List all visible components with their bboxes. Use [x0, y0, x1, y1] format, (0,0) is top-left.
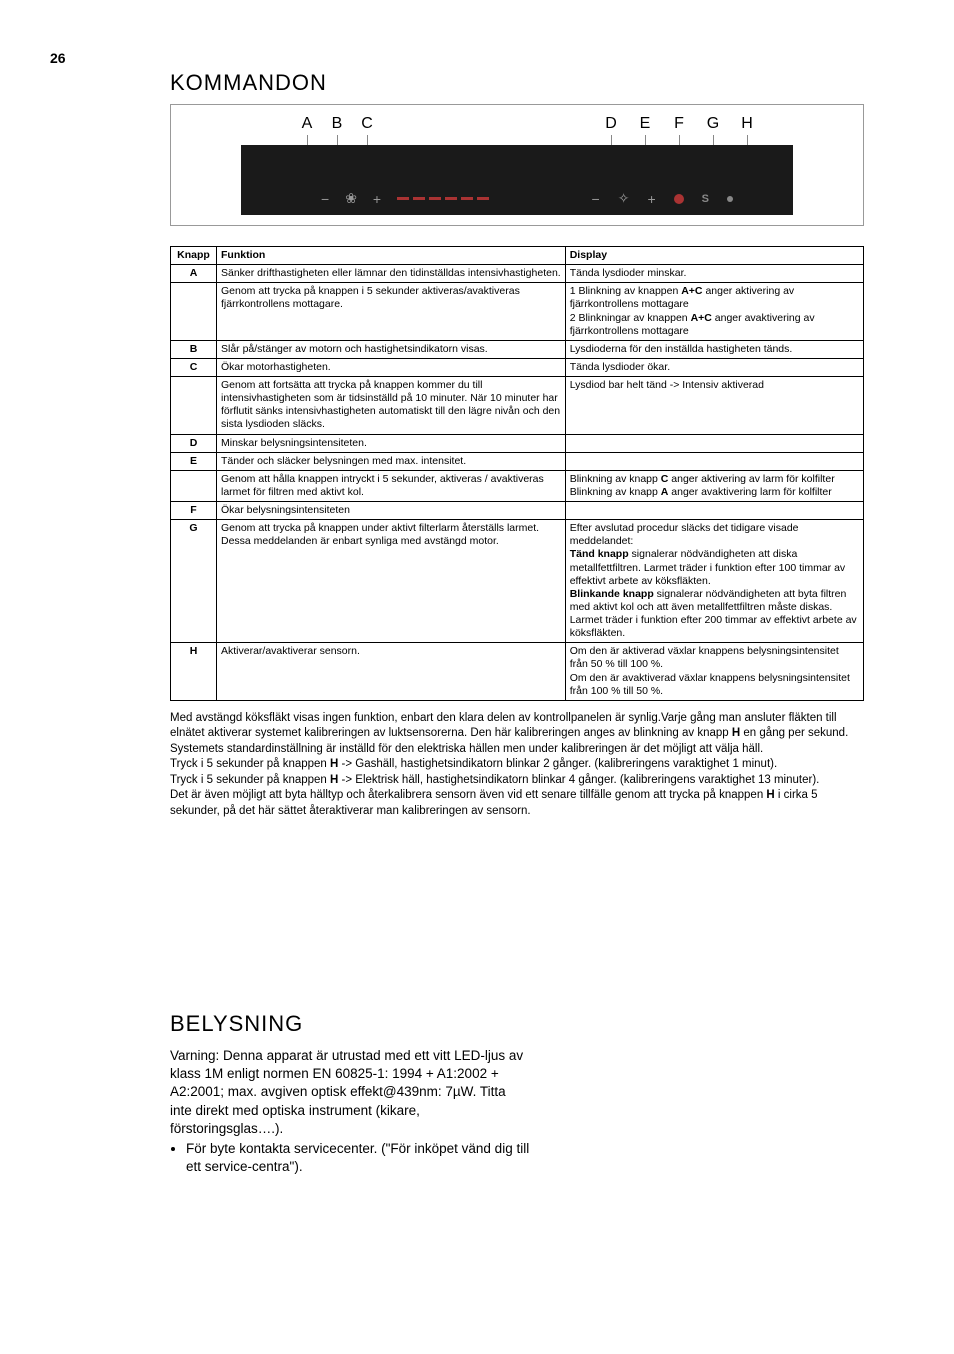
plus-icon: +	[373, 191, 381, 207]
table-row: GGenom att trycka på knappen under aktiv…	[171, 520, 864, 643]
panel-label: E	[640, 115, 651, 133]
panel-label: G	[707, 115, 719, 133]
cell-display: Tända lysdioder ökar.	[565, 358, 863, 376]
cell-knapp: H	[171, 643, 217, 701]
cell-knapp	[171, 283, 217, 341]
table-row: BSlår på/stänger av motorn och hastighet…	[171, 340, 864, 358]
commands-table: Knapp Funktion Display ASänker drifthast…	[170, 246, 864, 701]
cell-display	[565, 434, 863, 452]
cell-funktion: Minskar belysningsintensiteten.	[217, 434, 566, 452]
cell-knapp: A	[171, 265, 217, 283]
minus-icon: −	[592, 191, 600, 207]
cell-funktion: Genom att fortsätta att trycka på knappe…	[217, 377, 566, 435]
panel-label: B	[332, 115, 343, 133]
cell-knapp: B	[171, 340, 217, 358]
cell-display: 1 Blinkning av knappen A+C anger aktiver…	[565, 283, 863, 341]
filter-dot-icon	[674, 194, 684, 204]
cell-funktion: Ökar belysningsintensiteten	[217, 502, 566, 520]
cell-funktion: Genom att trycka på knappen i 5 sekunder…	[217, 283, 566, 341]
page-number: 26	[50, 50, 66, 66]
table-row: FÖkar belysningsintensiteten	[171, 502, 864, 520]
cell-display: Tända lysdioder minskar.	[565, 265, 863, 283]
table-row: DMinskar belysningsintensiteten.	[171, 434, 864, 452]
panel-label: F	[674, 115, 684, 133]
panel-label: H	[741, 115, 753, 133]
panel-labels-right: D E F G H	[605, 115, 753, 145]
cell-knapp	[171, 470, 217, 501]
cell-knapp: G	[171, 520, 217, 643]
table-row: CÖkar motorhastigheten.Tända lysdioder ö…	[171, 358, 864, 376]
control-panel-figure: A B C D E F G H − ❀ +	[170, 104, 864, 226]
panel-labels-left: A B C	[301, 115, 373, 145]
panel-label: A	[302, 115, 313, 133]
cell-knapp: F	[171, 502, 217, 520]
cell-funktion: Tänder och släcker belysningen med max. …	[217, 452, 566, 470]
section-title-belysning: BELYSNING	[170, 1009, 530, 1039]
table-row: Genom att fortsätta att trycka på knappe…	[171, 377, 864, 435]
paragraph-text: Med avstängd köksfläkt visas ingen funkt…	[170, 711, 864, 820]
cell-funktion: Aktiverar/avaktiverar sensorn.	[217, 643, 566, 701]
cell-funktion: Slår på/stänger av motorn och hastighets…	[217, 340, 566, 358]
cell-knapp: C	[171, 358, 217, 376]
cell-display	[565, 452, 863, 470]
table-row: Genom att trycka på knappen i 5 sekunder…	[171, 283, 864, 341]
panel-label: C	[361, 115, 373, 133]
table-row: Genom att hålla knappen intryckt i 5 sek…	[171, 470, 864, 501]
cell-funktion: Ökar motorhastigheten.	[217, 358, 566, 376]
light-icon: ✧	[618, 190, 630, 207]
minus-icon: −	[321, 191, 329, 207]
section-title-kommandon: KOMMANDON	[170, 70, 864, 96]
sensor-dot-icon	[727, 196, 733, 202]
cell-display: Om den är aktiverad växlar knappens bely…	[565, 643, 863, 701]
cell-display	[565, 502, 863, 520]
cell-knapp	[171, 377, 217, 435]
table-row: ASänker drifthastigheten eller lämnar de…	[171, 265, 864, 283]
cell-knapp: D	[171, 434, 217, 452]
cell-display: Lysdioderna för den inställda hastighete…	[565, 340, 863, 358]
cell-funktion: Genom att hålla knappen intryckt i 5 sek…	[217, 470, 566, 501]
control-panel: − ❀ + − ✧ + S	[241, 145, 793, 215]
table-header: Display	[565, 247, 863, 265]
main-content: KOMMANDON A B C D E F G H − ❀ +	[170, 70, 864, 1177]
table-row: HAktiverar/avaktiverar sensorn.Om den är…	[171, 643, 864, 701]
belysning-body: Varning: Denna apparat är utrustad med e…	[170, 1047, 530, 1138]
cell-display: Lysdiod bar helt tänd -> Intensiv aktive…	[565, 377, 863, 435]
cell-funktion: Genom att trycka på knappen under aktivt…	[217, 520, 566, 643]
table-row: ETänder och släcker belysningen med max.…	[171, 452, 864, 470]
cell-funktion: Sänker drifthastigheten eller lämnar den…	[217, 265, 566, 283]
table-header: Funktion	[217, 247, 566, 265]
panel-label: D	[605, 115, 617, 133]
plus-icon: +	[647, 191, 655, 207]
belysning-bullet: För byte kontakta servicecenter. ("För i…	[186, 1140, 530, 1176]
cell-display: Blinkning av knapp C anger aktivering av…	[565, 470, 863, 501]
cell-knapp: E	[171, 452, 217, 470]
sensor-s-icon: S	[702, 193, 709, 205]
speed-bar-icon	[397, 197, 489, 200]
cell-display: Efter avslutad procedur släcks det tidig…	[565, 520, 863, 643]
fan-icon: ❀	[345, 190, 357, 207]
table-header: Knapp	[171, 247, 217, 265]
